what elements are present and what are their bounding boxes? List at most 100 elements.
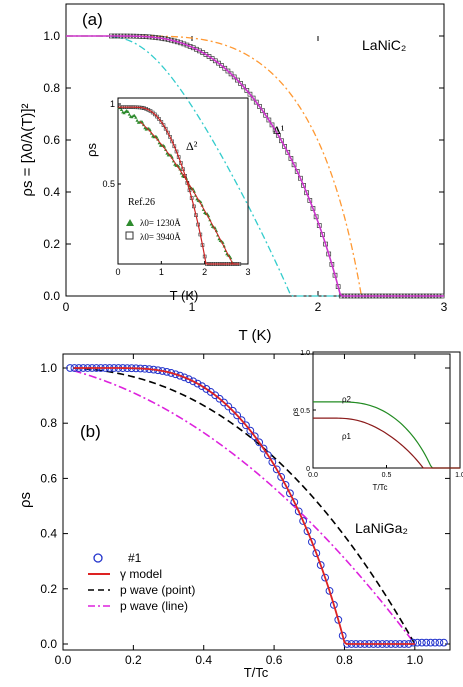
a-ytick-label-3: 0.6 bbox=[43, 133, 60, 147]
data-circle-46 bbox=[268, 458, 277, 466]
a-ytick-label-2: 0.4 bbox=[43, 185, 60, 199]
inset-b-curve-1 bbox=[313, 401, 460, 469]
inset-a-square-19 bbox=[159, 120, 164, 124]
data-circle-24 bbox=[171, 370, 180, 379]
inset-a-frame bbox=[117, 97, 249, 265]
inset-a-xlabel: T (K) bbox=[170, 288, 199, 303]
ib-xtick-label-1: 0.5 bbox=[382, 472, 392, 479]
panel-b: 0.0 0.2 0.4 0.6 0.8 1.0 0.0 0.2 0.4 0.6 0.8 1.0 (b)… bbox=[17, 350, 463, 680]
inset-b-label-rho2: ρ2 bbox=[342, 395, 352, 404]
data-square-27 bbox=[194, 46, 199, 52]
data-circle-61 bbox=[334, 615, 343, 624]
data-square-43 bbox=[244, 88, 250, 93]
data-circle-53 bbox=[299, 517, 308, 525]
a-xtick-label-2: 2 bbox=[315, 300, 322, 314]
a-xtick-label-1: 1 bbox=[189, 300, 196, 314]
legend-label-1: #1 bbox=[128, 551, 142, 565]
panel-b-label: (b) bbox=[80, 422, 101, 441]
data-circle-55 bbox=[308, 538, 316, 546]
ia-xtick-label-1: 1 bbox=[159, 267, 164, 277]
b-xtick-label-5: 1.0 bbox=[406, 653, 423, 667]
panel-a-label: (a) bbox=[82, 10, 103, 29]
panel-b-legend: #1 γ model p wave (point) p wave (line) bbox=[88, 551, 195, 613]
a-ytick-label-1: 0.2 bbox=[43, 237, 60, 251]
inset-a-triangle-60 bbox=[195, 197, 199, 201]
data-circle-79 bbox=[413, 638, 422, 647]
series-fit-curve bbox=[66, 35, 444, 297]
data-square-36 bbox=[222, 65, 228, 71]
data-circle-25 bbox=[176, 371, 184, 380]
panel-a-inset: 0 1 2 3 0.5 1 ρs T (K) Ref.26 λ0= 1230Å λ0= 3… bbox=[84, 97, 251, 303]
b-ytick-label-4: 0.8 bbox=[40, 416, 57, 430]
inset-a-legend-2: λ0= 3940Å bbox=[140, 232, 181, 242]
inset-a-fit-2 bbox=[139, 121, 235, 265]
inset-a-square-21 bbox=[163, 126, 168, 131]
data-square-49 bbox=[263, 112, 269, 118]
data-square-34 bbox=[216, 60, 221, 66]
annotation-delta2: Δ² bbox=[186, 139, 198, 153]
ia-xtick-label-3: 3 bbox=[245, 267, 250, 277]
data-circle-57 bbox=[316, 561, 325, 569]
data-circle-84 bbox=[435, 638, 444, 647]
ib-ytick-label-1: 0.5 bbox=[300, 408, 310, 415]
b-xtick-label-2: 0.4 bbox=[195, 653, 212, 667]
series-delta2-curve bbox=[66, 35, 444, 297]
data-square-51 bbox=[269, 122, 275, 128]
data-circle-50 bbox=[286, 489, 294, 498]
b-ytick-label-1: 0.2 bbox=[40, 582, 57, 596]
panel-b-ylabel: ρs bbox=[17, 492, 34, 508]
b-ytick-label-3: 0.6 bbox=[40, 471, 57, 485]
data-square-50 bbox=[266, 117, 272, 123]
a-ytick-label-5: 1.0 bbox=[43, 29, 60, 43]
inset-a-triangle-14 bbox=[135, 118, 139, 122]
data-circle-51 bbox=[290, 498, 299, 507]
data-square-52 bbox=[272, 127, 278, 133]
legend-marker-1 bbox=[93, 553, 103, 563]
data-square-54 bbox=[279, 138, 284, 144]
b-ytick-label-5: 1.0 bbox=[40, 361, 57, 375]
data-circle-37 bbox=[228, 406, 237, 415]
panel-b-frame bbox=[62, 353, 451, 651]
data-circle-35 bbox=[220, 398, 228, 407]
data-square-57 bbox=[288, 156, 294, 161]
inset-a-triangle-8 bbox=[127, 112, 131, 116]
inset-a-square-16 bbox=[153, 112, 157, 117]
data-circle-85 bbox=[439, 638, 448, 647]
ib-ytick-label-2: 1.0 bbox=[300, 350, 310, 357]
b-xtick-label-0: 0.0 bbox=[55, 653, 72, 667]
data-circle-44 bbox=[259, 444, 268, 453]
panel-a-ylabel: ρs = [λ0/λ(T)]² bbox=[19, 103, 36, 196]
data-circle-41 bbox=[246, 426, 255, 435]
data-circle-30 bbox=[198, 382, 206, 391]
inset-b-frame bbox=[312, 351, 461, 469]
data-square-45 bbox=[250, 95, 256, 101]
b-xtick-label-4: 0.8 bbox=[336, 653, 353, 667]
inset-a-square-20 bbox=[161, 123, 166, 127]
inset-b-label-rho1: ρ1 bbox=[342, 432, 352, 441]
data-square-37 bbox=[225, 68, 231, 74]
inset-a-triangle-37 bbox=[165, 151, 169, 155]
inset-a-square-15 bbox=[150, 110, 155, 115]
inset-a-triangle-12 bbox=[132, 113, 137, 117]
inset-a-ylabel: ρs bbox=[84, 143, 99, 157]
data-square-46 bbox=[253, 99, 259, 105]
inset-b-ylabel: ρs bbox=[291, 408, 300, 417]
data-square-59 bbox=[294, 169, 300, 174]
data-circle-28 bbox=[189, 377, 198, 386]
ia-xtick-label-0: 0 bbox=[115, 267, 120, 277]
data-square-47 bbox=[257, 103, 262, 109]
panel-b-curves bbox=[66, 364, 448, 648]
panel-a-material: LaNiC₂ bbox=[362, 37, 406, 53]
panel-a-frame bbox=[65, 3, 445, 297]
data-square-55 bbox=[282, 144, 287, 149]
data-circle-80 bbox=[417, 638, 426, 647]
inset-a-legend-title: Ref.26 bbox=[128, 197, 155, 208]
inset-b-curves bbox=[313, 401, 460, 469]
panel-a-xlabel: T (K) bbox=[238, 327, 271, 344]
data-square-39 bbox=[231, 74, 237, 80]
a-ytick-label-4: 0.8 bbox=[43, 81, 60, 95]
panel-b-material: LaNiGa₂ bbox=[355, 520, 408, 536]
ia-ytick-label-0: 0.5 bbox=[102, 179, 115, 189]
inset-a-triangle-20 bbox=[143, 126, 147, 130]
data-circle-52 bbox=[294, 507, 303, 516]
